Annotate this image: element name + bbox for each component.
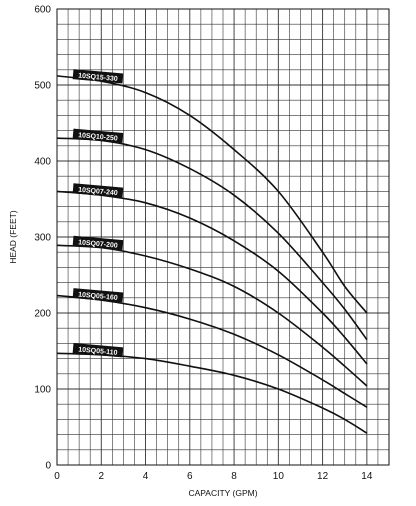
curve-label: 10SQ10-250 (72, 128, 124, 143)
curve-label-text: 10SQ15-330 (78, 73, 118, 83)
x-tick-label: 2 (98, 471, 104, 482)
x-tick-label: 14 (361, 471, 373, 482)
curve-label: 10SQ05-160 (72, 288, 124, 303)
x-tick-label: 0 (54, 471, 60, 482)
y-tick-label: 100 (34, 385, 51, 396)
series-line-10sq05-160 (56, 294, 368, 408)
y-tick-label: 0 (45, 461, 51, 472)
series-line-10sq10-250 (56, 137, 368, 341)
series-line-10sq07-240 (56, 190, 368, 365)
curve-label-text: 10SQ05-110 (78, 346, 118, 356)
curve-label-box (72, 183, 124, 198)
curve-label-box (72, 288, 124, 303)
curve-label-box (72, 343, 124, 358)
curve-label-box (72, 128, 124, 143)
curve-label: 10SQ05-110 (72, 343, 124, 358)
x-tick-label: 4 (143, 471, 149, 482)
y-tick-label: 500 (34, 81, 51, 92)
series-layer (56, 75, 368, 434)
curve-label-text: 10SQ10-250 (78, 132, 118, 142)
x-tick-label: 6 (187, 471, 193, 482)
curve-label-layer: 10SQ15-330 10SQ10-250 10SQ07-240 10SQ07-200… (72, 69, 124, 358)
major-gridlines (57, 9, 389, 465)
y-tick-label: 300 (34, 233, 51, 244)
x-axis-title: CAPACITY (GPM) (188, 488, 257, 498)
curve-label-box (72, 235, 124, 251)
y-axis-title: HEAD (FEET) (8, 210, 18, 264)
y-tick-label: 400 (34, 157, 51, 168)
curve-label: 10SQ07-200 (72, 235, 124, 251)
curve-label: 10SQ15-330 (72, 69, 124, 84)
curve-label: 10SQ07-240 (72, 183, 124, 198)
y-tick-label: 600 (34, 5, 51, 16)
tick-label-layer: 0 2 4 6 8 10 12 14 0 100 200 300 400 500 600 (34, 5, 373, 483)
series-line-10sq15-330 (56, 75, 368, 314)
series-line-10sq07-200 (56, 244, 368, 387)
curve-label-text: 10SQ05-160 (78, 292, 118, 302)
curve-label-text: 10SQ07-240 (78, 187, 118, 197)
x-tick-label: 12 (317, 471, 329, 482)
plot-frame (56, 8, 390, 466)
curve-label-box (72, 69, 124, 84)
curve-label-text: 10SQ07-200 (78, 239, 118, 249)
y-tick-label: 200 (34, 309, 51, 320)
x-tick-label: 8 (231, 471, 237, 482)
x-tick-label: 10 (273, 471, 285, 482)
